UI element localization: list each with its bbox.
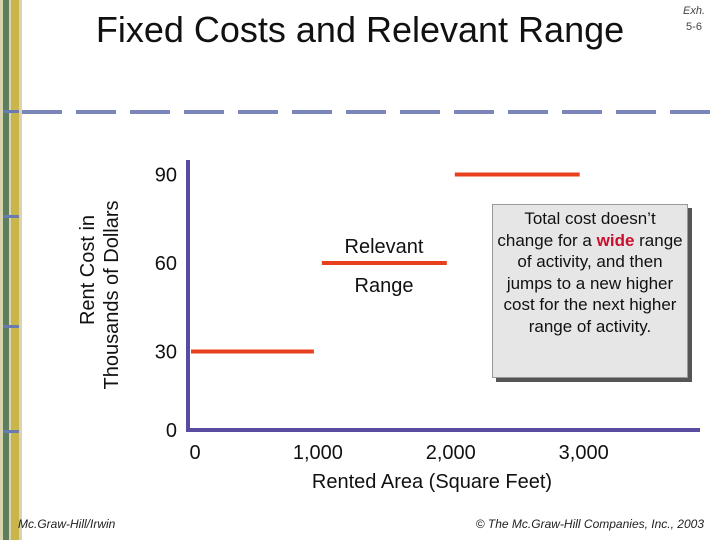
x-tick-label: 3,000 xyxy=(559,442,609,464)
footer-right: © The Mc.Graw-Hill Companies, Inc., 2003 xyxy=(476,517,705,531)
callout: Total cost doesn’t change for a wide ran… xyxy=(492,204,688,378)
y-axis-label: Thousands of Dollars xyxy=(101,201,123,390)
y-tick-label: 90 xyxy=(155,165,177,187)
x-axis-label: Rented Area (Square Feet) xyxy=(312,471,552,493)
y-tick-label: 30 xyxy=(155,342,177,364)
x-tick-label: 0 xyxy=(189,442,200,464)
y-tick-label: 60 xyxy=(155,253,177,275)
corner-label: Exh. xyxy=(683,5,705,17)
callout-text: Total cost doesn’t change for a xyxy=(497,209,656,250)
y-tick-label: 0 xyxy=(166,420,177,442)
callout-highlight: wide xyxy=(596,230,635,250)
chart-title: Fixed Costs and Relevant Range xyxy=(96,9,624,50)
callout-text: range of activity, and then jumps to a n… xyxy=(503,230,683,336)
annotation: Range xyxy=(355,275,414,297)
corner-label: 5-6 xyxy=(686,21,702,33)
annotation: Relevant xyxy=(345,236,424,258)
y-axis-label: Rent Cost in xyxy=(77,215,99,325)
x-tick-label: 1,000 xyxy=(293,442,343,464)
x-tick-label: 2,000 xyxy=(426,442,476,464)
footer-left: Mc.Graw-Hill/Irwin xyxy=(18,517,116,531)
